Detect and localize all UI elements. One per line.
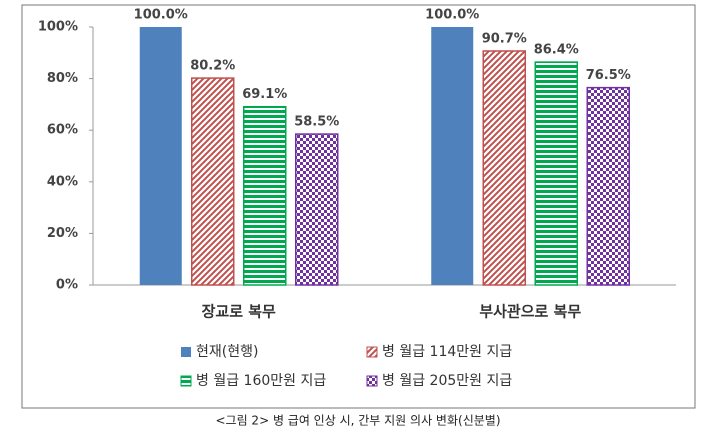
bar — [295, 133, 339, 286]
legend-label: 병 월급 114만원 지급 — [382, 344, 512, 360]
value-label: 58.5% — [294, 115, 339, 130]
y-tick-label: 100% — [38, 20, 78, 35]
bar — [534, 61, 578, 286]
legend-label: 현재(현행) — [196, 344, 258, 360]
value-label: 69.1% — [242, 87, 287, 102]
value-label: 100.0% — [425, 8, 479, 23]
y-tick-label: 0% — [56, 278, 78, 293]
y-tick-label: 60% — [47, 123, 78, 138]
value-label: 86.4% — [534, 43, 579, 58]
x-tick-label: 장교로 복무 — [202, 303, 276, 321]
value-label: 90.7% — [482, 31, 527, 46]
bar — [431, 27, 474, 285]
bar — [191, 77, 235, 286]
legend-label: 병 월급 160만원 지급 — [196, 373, 326, 389]
caption: <그림 2> 병 급여 인상 시, 간부 지원 의사 변화(신분별) — [215, 414, 500, 428]
bar — [586, 86, 630, 286]
value-label: 76.5% — [586, 68, 631, 83]
bar — [139, 27, 182, 285]
y-tick-label: 80% — [47, 71, 78, 86]
legend-swatch — [366, 375, 378, 387]
legend-swatch — [180, 375, 192, 387]
legend-swatch — [181, 347, 191, 357]
value-label: 80.2% — [190, 59, 235, 74]
x-tick-label: 부사관으로 복무 — [479, 303, 581, 321]
bar — [482, 50, 526, 286]
value-label: 100.0% — [134, 8, 188, 23]
y-tick-label: 20% — [47, 226, 78, 241]
legend-label: 병 월급 205만원 지급 — [382, 373, 512, 389]
y-tick-label: 40% — [47, 174, 78, 189]
chart-frame — [21, 4, 696, 409]
bar — [243, 105, 287, 286]
legend-swatch — [366, 346, 378, 358]
